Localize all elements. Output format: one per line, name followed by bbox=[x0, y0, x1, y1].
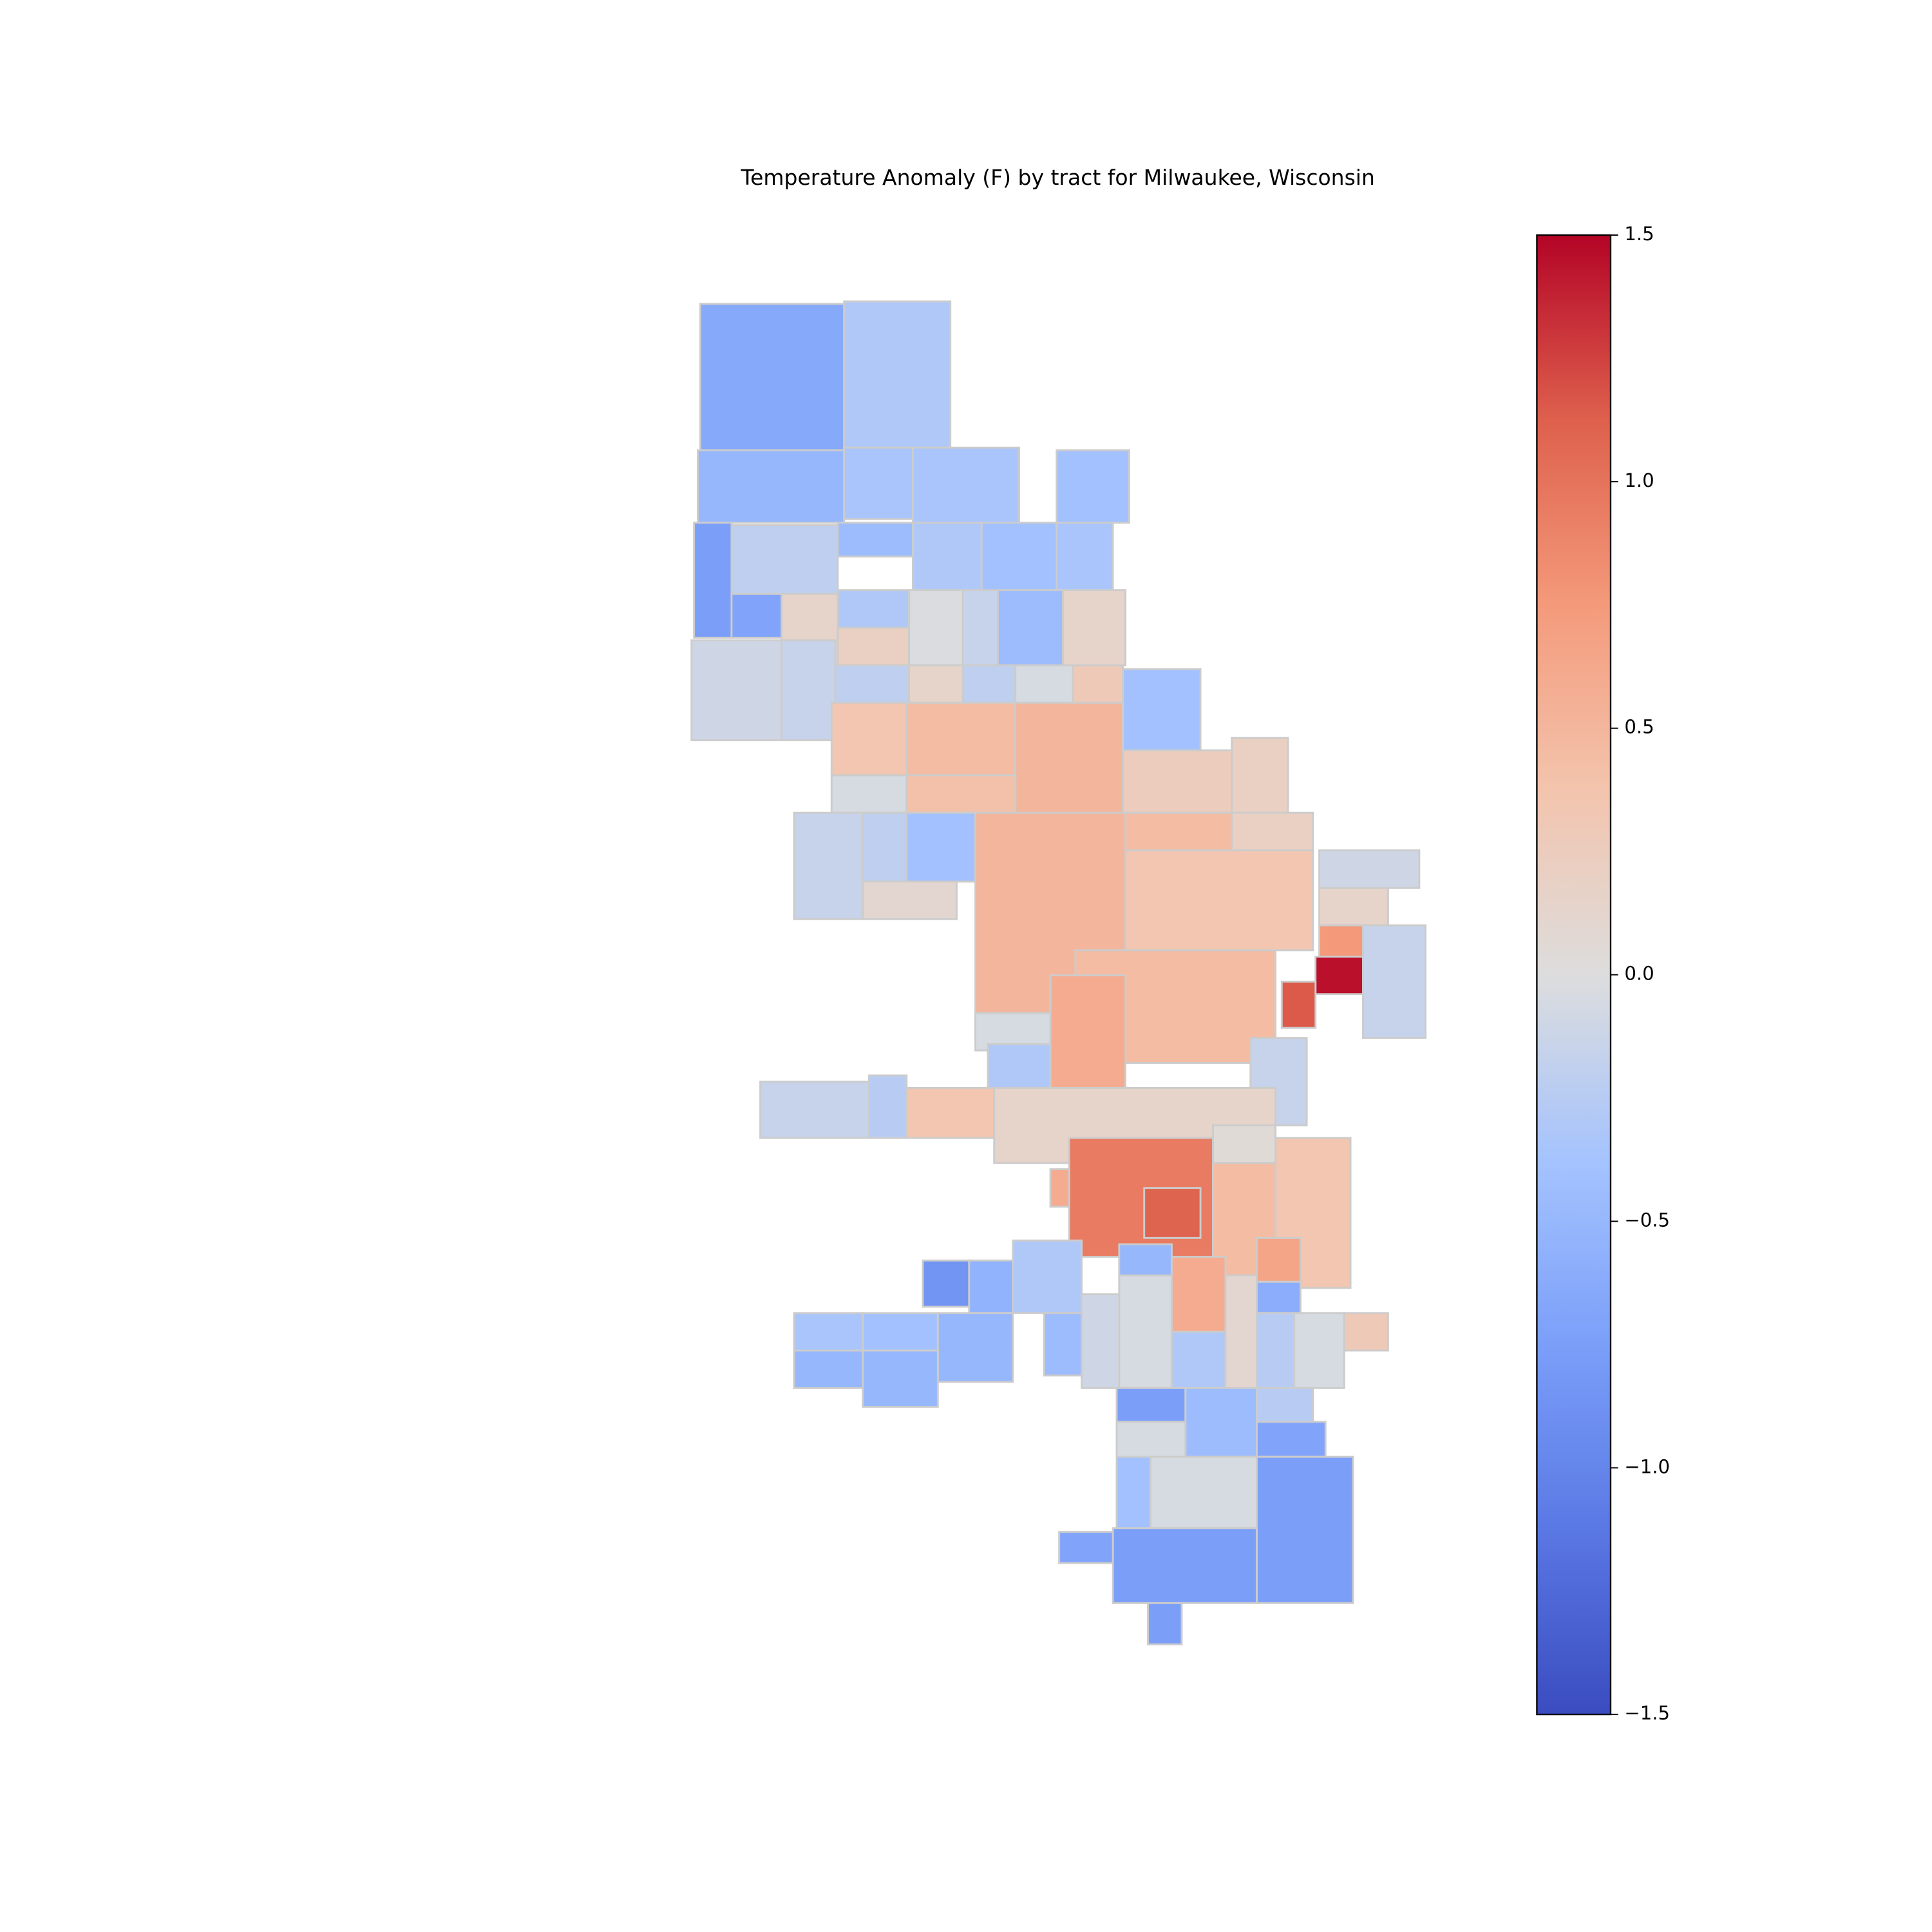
tract bbox=[1143, 1187, 1202, 1239]
tract bbox=[905, 774, 1017, 814]
tract bbox=[1274, 1137, 1352, 1289]
tract bbox=[1115, 1387, 1187, 1423]
tract bbox=[1256, 1421, 1327, 1458]
tract bbox=[781, 639, 837, 741]
tract bbox=[1231, 811, 1314, 851]
tract bbox=[834, 664, 911, 704]
tract bbox=[1062, 589, 1127, 667]
tract bbox=[837, 589, 911, 629]
tract bbox=[862, 880, 958, 920]
tract bbox=[1256, 1280, 1302, 1314]
colorbar-tick-label: −1.5 bbox=[1624, 1702, 1670, 1724]
tract bbox=[1124, 811, 1233, 851]
tract bbox=[1293, 1312, 1345, 1389]
tract bbox=[1014, 664, 1074, 704]
tract bbox=[868, 1074, 908, 1139]
tract bbox=[912, 446, 1020, 524]
map-title: Temperature Anomaly (F) by tract for Mil… bbox=[741, 165, 1375, 190]
tract bbox=[843, 446, 914, 520]
tract bbox=[1081, 1293, 1121, 1389]
tract bbox=[1170, 1331, 1227, 1389]
tract bbox=[693, 522, 733, 639]
tract bbox=[837, 522, 914, 558]
tract bbox=[1184, 1387, 1258, 1458]
tract bbox=[905, 1086, 996, 1139]
tract bbox=[1280, 980, 1317, 1029]
colorbar-tick-label: 1.5 bbox=[1624, 223, 1654, 245]
tract bbox=[968, 1259, 1014, 1314]
tract bbox=[1231, 737, 1289, 814]
tract bbox=[1049, 1168, 1070, 1208]
tract bbox=[936, 1312, 1014, 1383]
tract bbox=[1122, 668, 1202, 752]
tract bbox=[1256, 1236, 1302, 1283]
colorbar-gradient bbox=[1536, 234, 1612, 1716]
tract bbox=[1118, 1274, 1173, 1389]
tract bbox=[1072, 664, 1124, 704]
tract bbox=[1058, 1531, 1114, 1564]
colorbar-tick-label: 0.5 bbox=[1624, 716, 1654, 738]
tract bbox=[1049, 974, 1127, 1102]
colorbar-tick-label: 1.0 bbox=[1624, 469, 1654, 491]
tract bbox=[862, 1349, 939, 1408]
tract bbox=[1256, 1455, 1354, 1604]
tract bbox=[1118, 1243, 1173, 1277]
colorbar-tick-label: −0.5 bbox=[1624, 1209, 1670, 1231]
tract bbox=[1115, 1421, 1187, 1458]
tract bbox=[830, 701, 908, 777]
tract bbox=[843, 300, 952, 449]
tract bbox=[1170, 1256, 1227, 1333]
tract bbox=[1362, 924, 1427, 1039]
colorbar-tick-label: 0.0 bbox=[1624, 963, 1654, 985]
tracts bbox=[690, 300, 1427, 1645]
tract bbox=[1043, 1312, 1083, 1377]
tract bbox=[862, 811, 908, 883]
tract bbox=[697, 449, 846, 524]
tract bbox=[793, 1312, 864, 1352]
tract bbox=[793, 811, 864, 920]
tract bbox=[1149, 1455, 1258, 1530]
tract bbox=[905, 701, 1017, 777]
tract bbox=[793, 1349, 864, 1389]
tract bbox=[1112, 1527, 1258, 1604]
tract bbox=[905, 811, 977, 883]
tract bbox=[837, 627, 911, 667]
tract bbox=[961, 589, 999, 667]
tract bbox=[1147, 1602, 1183, 1645]
tract bbox=[1256, 1387, 1314, 1423]
tract bbox=[690, 639, 783, 741]
tract bbox=[1115, 1455, 1151, 1530]
tract bbox=[912, 522, 983, 591]
tract bbox=[1124, 849, 1314, 952]
tract bbox=[730, 524, 839, 595]
tract bbox=[1318, 887, 1389, 927]
tract bbox=[759, 1081, 870, 1139]
tract bbox=[997, 589, 1064, 667]
tract bbox=[922, 1259, 971, 1308]
tract bbox=[699, 303, 846, 451]
tract bbox=[830, 774, 908, 814]
tract bbox=[862, 1312, 939, 1352]
tract bbox=[1056, 522, 1114, 595]
tract bbox=[1343, 1312, 1389, 1352]
tract bbox=[1056, 449, 1130, 524]
tract bbox=[1314, 955, 1364, 996]
tract bbox=[961, 664, 1017, 704]
tract bbox=[908, 589, 964, 667]
tract bbox=[1122, 749, 1233, 814]
tract bbox=[1012, 1239, 1083, 1314]
tract bbox=[987, 1043, 1052, 1089]
tract bbox=[980, 522, 1058, 595]
tract bbox=[1318, 849, 1421, 889]
tract bbox=[908, 664, 964, 704]
colorbar: −1.5 −1.0 −0.5 0.0 0.5 1.0 1.5 bbox=[1536, 223, 1670, 1724]
tract bbox=[1014, 701, 1124, 820]
tract bbox=[1212, 1124, 1277, 1164]
colorbar-tick-label: −1.0 bbox=[1624, 1455, 1670, 1477]
tract bbox=[1256, 1312, 1296, 1389]
